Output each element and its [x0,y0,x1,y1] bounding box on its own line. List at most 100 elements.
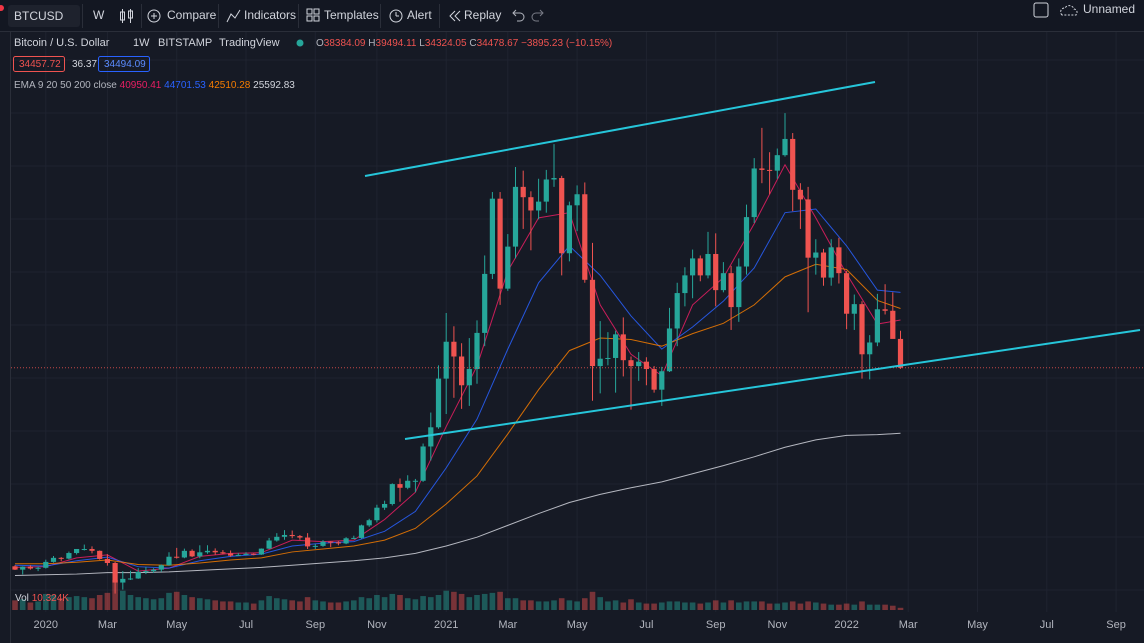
legend-interval: 1W [133,37,150,49]
volume-bar [243,602,249,610]
candle-body [536,201,542,211]
volume-bar [535,601,542,610]
volume-bar [605,601,611,610]
volume-bar [320,601,326,610]
volume-bar [458,593,465,610]
volume-bar [466,597,473,610]
volume-bar [289,600,295,610]
x-tick-label: Mar [498,619,517,631]
volume-bar [258,600,265,610]
volume-bar [643,603,650,610]
volume-bar [281,599,288,610]
candle-body [759,168,765,170]
volume-bar [428,597,434,610]
volume-bar [620,602,627,610]
candle-body [220,552,226,554]
chart-type-icon[interactable] [120,9,133,23]
candle-body [104,558,110,563]
volume-bar [751,601,757,610]
candle-body [189,550,195,557]
volume-bar [743,601,750,610]
volume-bar [73,596,80,610]
trend-line-upper[interactable] [364,81,876,177]
trend-line-lower[interactable] [404,329,1141,440]
candle-body [243,553,249,555]
volume-bar [890,605,896,610]
volume-bar [836,604,842,610]
bid-price[interactable]: 34457.72 [19,59,61,70]
candle-body [474,332,480,370]
layout-name[interactable]: Unnamed [1083,2,1135,16]
volume-bar [397,595,403,610]
volume-bar [96,595,103,610]
volume-bar [782,602,788,610]
redo-button[interactable] [531,9,544,22]
volume-bar [212,600,218,610]
volume-bar [274,598,280,610]
alert-button[interactable]: Alert [407,8,432,22]
candle-body [405,480,411,488]
replay-icon[interactable] [449,10,461,22]
volume-title: Vol [15,593,29,604]
volume-value: 10.324K [32,593,70,604]
symbol-box[interactable] [8,5,80,27]
candle-body [674,293,680,329]
candle-body [43,561,49,568]
templates-button[interactable]: Templates [324,8,379,22]
volume-bar [366,598,372,610]
templates-icon[interactable] [306,8,320,22]
interval-button[interactable]: W [93,8,105,22]
volume-bar [566,600,573,610]
candle-body [520,186,526,198]
symbol[interactable]: BTCUSD [14,9,64,23]
ohlc-value: 39494.11 [376,38,417,49]
candle-body [66,553,72,559]
ask-box[interactable] [98,56,150,72]
compare-button[interactable]: Compare [167,8,217,22]
candle-body [574,194,580,206]
volume-bar [135,597,141,610]
volume-bar [558,598,565,610]
volume-bar [759,601,765,610]
grid [45,32,1117,612]
volume-bar [220,601,226,610]
compare-icon[interactable] [147,9,161,23]
candle-body [320,541,326,546]
candle-body [174,556,180,558]
x-tick-label: Jul [239,619,253,631]
candle-body [12,566,18,570]
candle-body [720,273,726,291]
fullscreen-checkbox[interactable] [1033,2,1049,18]
ohlc-values: O38384.09 H39494.11 L34324.05 C34478.67 … [316,38,612,49]
volume-bar [520,600,526,610]
candle-body [382,504,388,508]
candle-body [736,266,742,308]
volume-bar [27,602,34,610]
candle-body [281,534,288,537]
volume-bar [250,603,257,610]
replay-button[interactable]: Replay [464,8,501,22]
candle-body [151,569,157,572]
alert-icon[interactable] [389,9,403,23]
candle-body [497,198,503,289]
volume-bar [674,601,680,610]
candle-body [328,541,334,543]
cloud-icon[interactable] [1060,5,1078,16]
volume-bar [666,601,673,610]
indicators-button[interactable]: Indicators [244,8,296,22]
volume-bar [712,600,719,610]
undo-button[interactable] [512,9,525,22]
candle-body [204,550,211,553]
candle-body [135,571,141,579]
candle-body [705,253,711,276]
indicators-icon[interactable] [226,9,241,23]
volume-bar [828,604,834,610]
bid-box[interactable] [13,56,65,72]
candle-body [628,360,634,367]
volume-bar [204,599,211,610]
volume-bar [50,595,57,610]
candle-body [820,252,827,278]
volume-bar [720,602,727,610]
ask-price[interactable]: 34494.09 [104,59,146,70]
